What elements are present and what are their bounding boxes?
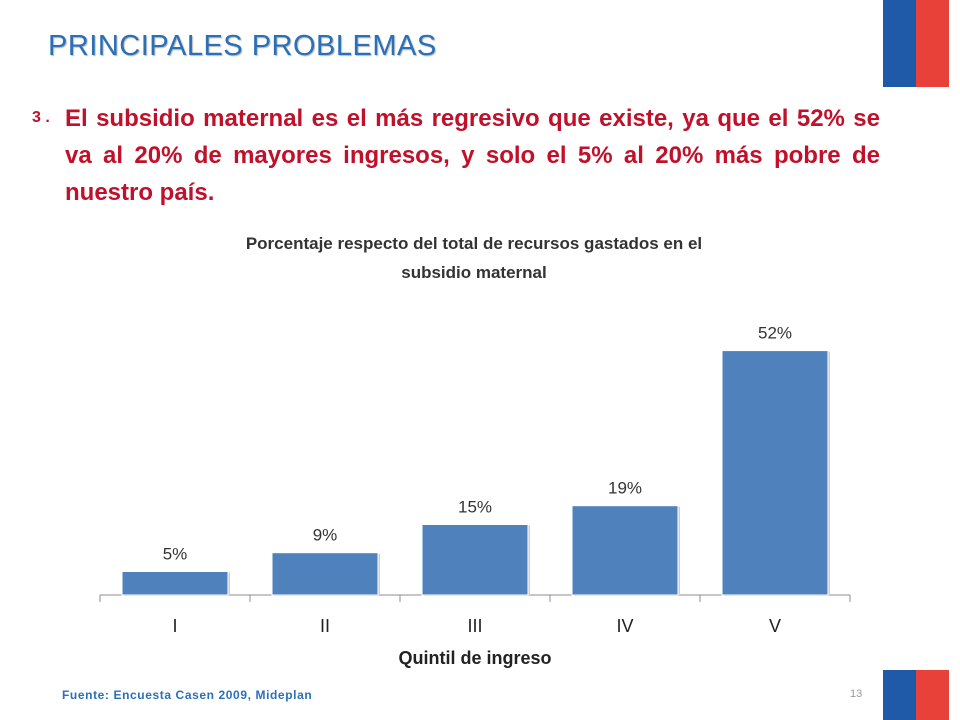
bar-data-label: 9% bbox=[313, 526, 338, 545]
x-tick-label: II bbox=[320, 616, 330, 636]
bar bbox=[721, 350, 829, 596]
bar bbox=[121, 571, 229, 596]
x-tick-label: V bbox=[769, 616, 781, 636]
flag-blue-stripe bbox=[883, 0, 916, 87]
chile-flag-bottom bbox=[883, 670, 949, 720]
chile-flag-top bbox=[883, 0, 949, 87]
source-note: Fuente: Encuesta Casen 2009, Mideplan bbox=[62, 688, 313, 702]
bar-data-label: 5% bbox=[163, 545, 188, 564]
point-text: El subsidio maternal es el más regresivo… bbox=[65, 105, 880, 206]
x-axis-title: Quintil de ingreso bbox=[398, 648, 552, 668]
chart-title-line1: Porcentaje respecto del total de recurso… bbox=[245, 234, 703, 253]
x-tick-label: IV bbox=[616, 616, 633, 636]
chart-title-line2: subsidio maternal bbox=[401, 263, 547, 282]
flag-red-stripe bbox=[916, 0, 949, 87]
chart-title: Porcentaje respecto del total de recurso… bbox=[160, 229, 788, 287]
slide-title: PRINCIPALES PROBLEMAS bbox=[48, 30, 437, 62]
bar-data-label: 52% bbox=[758, 324, 792, 343]
flag-red-stripe bbox=[916, 670, 949, 720]
x-tick-label: I bbox=[172, 616, 177, 636]
bar bbox=[421, 524, 529, 596]
page-number: 13 bbox=[850, 688, 863, 700]
bar-data-label: 15% bbox=[458, 498, 492, 517]
bar bbox=[271, 552, 379, 596]
x-tick-label: III bbox=[467, 616, 482, 636]
point-number: 3 . bbox=[32, 109, 50, 126]
bar-data-label: 19% bbox=[608, 479, 642, 498]
flag-blue-stripe bbox=[883, 670, 916, 720]
bar bbox=[571, 505, 679, 596]
